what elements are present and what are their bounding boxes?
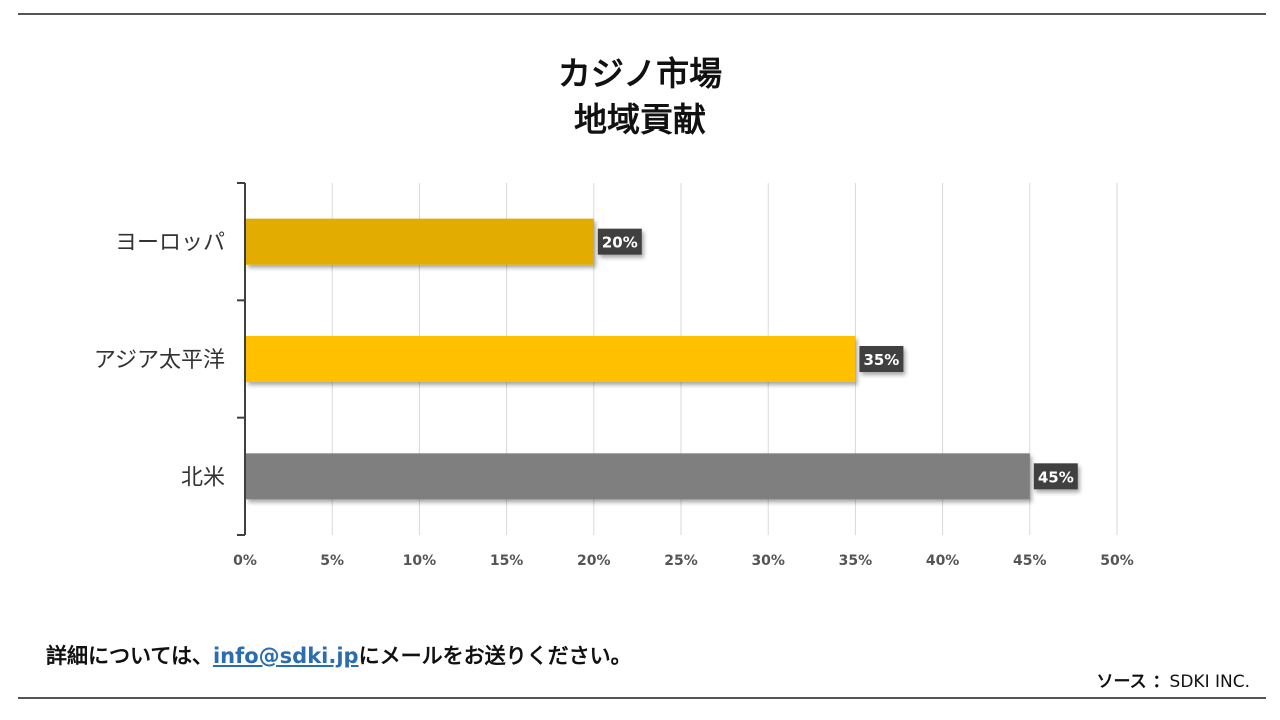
contact-note: 詳細については、info@sdki.jpにメールをお送りください。 bbox=[46, 640, 632, 670]
bar-chart: ヨーロッパ 20% アジア太平洋 35% 北米 45% 0% 5% 10% 15% 20% 25% 30… bbox=[94, 182, 1134, 569]
chart-title-line-1: カジノ市場 bbox=[557, 54, 723, 93]
category-label-1: ヨーロッパ bbox=[115, 231, 225, 256]
category-label-2: アジア太平洋 bbox=[94, 348, 225, 373]
source-value: SDKI INC. bbox=[1169, 672, 1250, 692]
bar-2 bbox=[246, 336, 856, 382]
bottom-rule bbox=[18, 697, 1266, 699]
bar-1 bbox=[246, 218, 594, 265]
contact-email-link[interactable]: info@sdki.jp bbox=[212, 644, 359, 668]
top-rule bbox=[18, 13, 1266, 15]
data-label-bg-1 bbox=[597, 228, 642, 255]
source-credit: ソース ：SDKI INC. bbox=[1096, 667, 1250, 692]
x-tick-label-50: 50% bbox=[1100, 553, 1134, 569]
x-tick-label-10: 10% bbox=[403, 553, 437, 569]
category-label-3: 北米 bbox=[181, 465, 225, 490]
data-label-1: 20% bbox=[602, 234, 638, 252]
x-tick-label-20: 20% bbox=[577, 553, 611, 569]
contact-note-prefix: 詳細については、 bbox=[46, 644, 213, 668]
data-label-2: 35% bbox=[863, 351, 899, 369]
source-label: ソース ： bbox=[1096, 672, 1170, 692]
x-tick-label-0: 0% bbox=[233, 553, 257, 569]
x-tick-label-15: 15% bbox=[490, 553, 524, 569]
x-tick-label-5: 5% bbox=[320, 553, 344, 569]
x-tick-label-45: 45% bbox=[1013, 553, 1047, 569]
data-label-bg-3 bbox=[1033, 463, 1078, 490]
x-tick-label-30: 30% bbox=[751, 553, 785, 569]
chart-title-line-2: 地域貢献 bbox=[574, 100, 706, 139]
x-tick-label-25: 25% bbox=[664, 553, 698, 569]
x-tick-label-35: 35% bbox=[839, 553, 873, 569]
contact-note-suffix: にメールをお送りください。 bbox=[358, 644, 632, 668]
x-tick-label-40: 40% bbox=[926, 553, 960, 569]
data-label-3: 45% bbox=[1038, 468, 1074, 486]
bar-3 bbox=[246, 453, 1030, 500]
data-label-bg-2 bbox=[859, 346, 904, 372]
